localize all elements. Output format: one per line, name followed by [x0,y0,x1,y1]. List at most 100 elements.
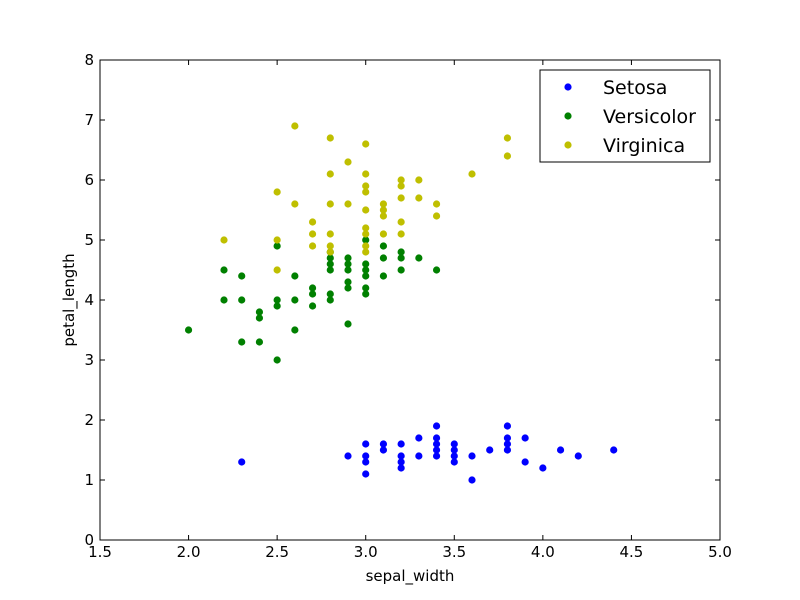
data-point [379,212,388,220]
data-point [432,212,441,220]
data-point [326,260,334,268]
data-point [450,452,458,460]
data-point [397,218,405,226]
data-point [362,284,370,292]
data-point [432,452,441,460]
data-point [379,254,388,262]
data-point [503,434,512,442]
legend-label: Versicolor [603,106,696,128]
data-point [362,260,370,268]
data-point [362,182,370,190]
data-point [344,452,352,460]
legend-label: Setosa [603,77,667,99]
data-point [362,188,370,196]
data-point [503,152,512,160]
data-point [362,224,370,232]
y-tick-label: 0 [84,531,94,549]
data-point [379,200,388,208]
data-point [344,278,352,286]
data-point [308,290,317,298]
data-point [344,266,352,274]
data-point [397,248,405,256]
x-axis-title: sepal_width [366,567,455,586]
data-point [362,236,370,244]
data-point [362,452,370,460]
data-point [415,194,423,202]
data-point [273,242,281,250]
x-tick-label: 2.0 [177,543,201,561]
data-point [326,230,334,238]
data-point [255,314,264,322]
legend-label: Virginica [603,135,685,157]
data-point [291,122,299,130]
legend-marker [564,112,572,120]
data-point [344,260,352,268]
data-point [291,326,299,334]
data-point [379,242,388,250]
data-point [220,296,228,304]
data-point [379,440,388,448]
y-tick-label: 2 [84,411,94,429]
data-point [468,476,476,484]
data-point [308,230,317,238]
data-point [415,176,423,184]
data-point [308,218,317,226]
data-point [362,248,370,256]
data-point [379,230,388,238]
data-point [397,266,405,274]
y-tick-label: 8 [84,51,94,69]
data-point [273,296,281,304]
data-point [344,200,352,208]
data-point [362,470,370,478]
y-axis-title: petal_length [60,253,79,346]
x-tick-label: 3.5 [442,543,466,561]
data-point [184,326,193,334]
data-point [574,452,582,460]
data-point [273,302,281,310]
data-point [291,200,299,208]
data-point [415,452,423,460]
legend: Setosa Versicolor Virginica [539,69,711,163]
data-point [379,446,388,454]
data-point [326,296,334,304]
data-point [397,440,405,448]
data-point [238,272,246,280]
data-point [503,134,512,142]
data-point [220,266,228,274]
data-point [362,458,370,466]
data-point [415,434,423,442]
data-point [344,158,352,166]
y-tick-label: 4 [84,291,94,309]
data-point [397,176,405,184]
data-point [397,452,405,460]
data-point [468,452,476,460]
data-point [326,266,334,274]
data-point [308,242,317,250]
data-point [397,254,405,262]
data-point [503,422,512,430]
data-point [432,434,441,442]
data-point [326,134,334,142]
y-tick-label: 7 [84,111,94,129]
data-point [432,446,441,454]
x-tick-label: 4.5 [619,543,643,561]
data-point [308,302,317,310]
data-point [362,290,370,298]
data-point [397,458,405,466]
data-point [432,200,441,208]
data-point [344,320,352,328]
data-point [291,272,299,280]
x-tick-label: 1.5 [88,543,112,561]
points-layer [184,122,618,484]
data-point [432,266,441,274]
data-point [326,248,334,256]
data-point [255,308,264,316]
legend-marker [564,83,572,91]
data-point [308,284,317,292]
data-point [503,440,512,448]
data-point [220,236,228,244]
data-point [362,206,370,214]
data-point [397,464,405,472]
data-point [397,194,405,202]
